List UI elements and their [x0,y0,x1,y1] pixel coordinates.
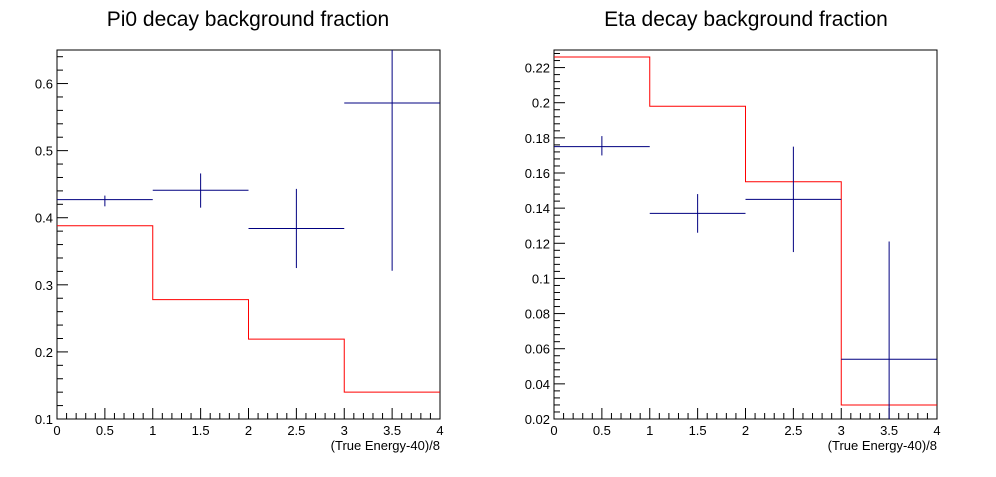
pi0-data-point-2 [152,173,249,208]
eta-x-tick-label: 3.5 [880,423,898,438]
eta-data-point-3 [745,146,842,253]
pi0-plot-frame [56,49,441,420]
eta-y-tick-label: 0.18 [525,131,550,146]
pi0-data-point-4 [344,50,440,271]
eta-data-point-4 [841,241,937,419]
pi0-histogram-step-line [57,225,440,393]
pi0-x-tick-label: 3.5 [383,423,401,438]
eta-y-tick-label: 0.04 [525,377,550,392]
pi0-chart-panel: Pi0 decay background fraction 0 0.5 1 1.5 2 2.… [35,8,444,453]
pi0-chart-title: Pi0 decay background fraction [107,8,390,31]
eta-x-tick-label: 3 [838,423,845,438]
pi0-x-tick-label: 1.5 [192,423,210,438]
pi0-y-tick-label: 0.4 [35,211,53,226]
eta-x-tick-label: 0.5 [593,423,611,438]
eta-x-tick-label: 2 [742,423,749,438]
pi0-x-tick-label: 2 [245,423,252,438]
pi0-x-axis-label: (True Energy-40)/8 [331,438,440,453]
eta-x-tick-label: 2.5 [784,423,802,438]
eta-y-tick-label: 0.02 [525,412,550,427]
eta-y-tick-label: 0.2 [532,96,550,111]
eta-data-point-2 [649,194,746,233]
eta-y-tick-label: 0.12 [525,236,550,251]
eta-data-point-1 [554,136,650,156]
pi0-x-tick-label: 4 [436,423,443,438]
pi0-y-tick-label: 0.3 [35,278,53,293]
eta-y-tick-label: 0.06 [525,342,550,357]
pi0-x-tick-label: 0 [53,423,60,438]
pi0-y-tick-label: 0.5 [35,144,53,159]
pi0-data-point-3 [248,188,345,269]
pi0-x-tick-label: 2.5 [287,423,305,438]
eta-histogram-step-line [554,56,937,406]
eta-chart-title: Eta decay background fraction [604,8,888,31]
eta-x-tick-label: 1.5 [689,423,707,438]
eta-y-tick-label: 0.14 [525,201,550,216]
pi0-x-tick-label: 3 [341,423,348,438]
pi0-x-tick-label: 0.5 [96,423,114,438]
eta-chart-panel: Eta decay background fraction 0 0.5 1 1.5 2 2.… [525,8,941,453]
eta-y-tick-label: 0.22 [525,61,550,76]
eta-x-tick-label: 0 [550,423,557,438]
eta-y-tick-label: 0.1 [532,271,550,286]
pi0-y-tick-label: 0.1 [35,412,53,427]
pi0-y-tick-label: 0.6 [35,77,53,92]
eta-y-tick-label: 0.08 [525,307,550,322]
eta-x-axis-label: (True Energy-40)/8 [828,438,937,453]
eta-y-tick-label: 0.16 [525,166,550,181]
pi0-data-point-1 [57,195,153,207]
pi0-y-tick-label: 0.2 [35,345,53,360]
pi0-x-tick-label: 1 [149,423,156,438]
eta-x-tick-label: 1 [646,423,653,438]
eta-x-tick-label: 4 [933,423,940,438]
